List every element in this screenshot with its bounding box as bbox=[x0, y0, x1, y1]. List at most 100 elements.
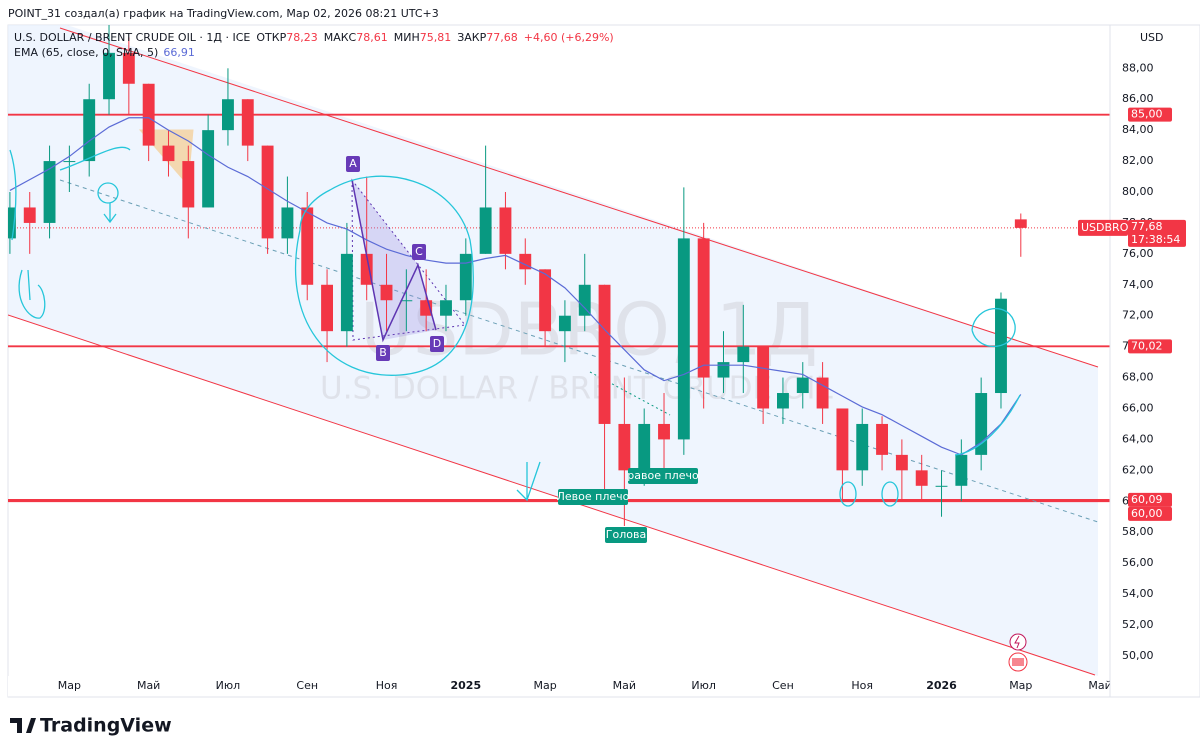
abcd-lines bbox=[351, 179, 437, 343]
y-tick-label: 86,00 bbox=[1122, 92, 1154, 105]
candle-body bbox=[459, 253, 472, 301]
x-tick-label: Мар bbox=[533, 679, 556, 692]
candle-body bbox=[618, 423, 631, 471]
point-label: C bbox=[415, 245, 423, 258]
candle-body bbox=[479, 207, 492, 254]
x-tick-label: Ноя bbox=[851, 679, 873, 692]
label-box bbox=[376, 345, 390, 361]
candle-body bbox=[876, 423, 888, 455]
ema-line bbox=[9, 117, 1022, 456]
ema-value: 66,91 bbox=[163, 46, 195, 59]
candle-body bbox=[182, 161, 195, 208]
candle-body bbox=[975, 393, 988, 455]
y-tick-label: 68,00 bbox=[1122, 371, 1154, 384]
event-icon bbox=[1009, 633, 1027, 651]
candle-body bbox=[499, 207, 512, 254]
time-axis bbox=[8, 676, 1110, 697]
x-tick-label: Июл bbox=[216, 679, 241, 692]
x-tick-label: Мар bbox=[1009, 679, 1032, 692]
y-tick-label: 58,00 bbox=[1122, 525, 1154, 538]
candle-body bbox=[261, 145, 274, 239]
level-tag bbox=[1128, 339, 1172, 354]
candle-body bbox=[1014, 219, 1027, 228]
circle bbox=[97, 182, 119, 204]
price-axis bbox=[1109, 24, 1200, 698]
y-tick-label: 52,00 bbox=[1122, 618, 1154, 631]
symbol-title: U.S. DOLLAR / BRENT CRUDE OIL · 1Д · ICE… bbox=[14, 31, 614, 44]
left-shoulder: Левое плечо bbox=[557, 490, 630, 503]
candle-body bbox=[360, 253, 373, 285]
change: +4,60 (+6,29%) bbox=[524, 31, 614, 44]
ohlc-value: 78,61 bbox=[356, 31, 388, 44]
ohlc-label: ЗАКР bbox=[457, 31, 486, 44]
x-tick-label: Ноя bbox=[376, 679, 398, 692]
candle-body bbox=[142, 83, 155, 146]
candle-body bbox=[677, 238, 690, 440]
head: Голова bbox=[606, 528, 646, 541]
candle-body bbox=[162, 145, 175, 162]
y-tick-label: 74,00 bbox=[1122, 278, 1154, 291]
x-tick-label: Май bbox=[137, 679, 160, 692]
candle-body bbox=[935, 485, 948, 487]
arrow bbox=[516, 461, 541, 502]
candle-body bbox=[757, 346, 770, 409]
candle-body bbox=[8, 207, 16, 239]
x-tick-label: Июл bbox=[691, 679, 716, 692]
watermark-name: U.S. DOLLAR / BRENT CRUDE OIL bbox=[320, 371, 833, 407]
x-tick-label: Сен bbox=[296, 679, 318, 692]
ohlc-label: ОТКР bbox=[256, 31, 286, 44]
y-tick-label: 62,00 bbox=[1122, 463, 1154, 476]
candle-body bbox=[103, 52, 115, 100]
candle-body bbox=[955, 454, 968, 486]
candle-body bbox=[816, 377, 829, 409]
price-tag-label: 77,68 bbox=[1131, 220, 1163, 233]
caption: POINT_31 создал(а) график на TradingView… bbox=[8, 7, 439, 20]
y-tick-label: 80,00 bbox=[1122, 185, 1154, 198]
candle-body bbox=[122, 52, 135, 84]
candle-body bbox=[63, 161, 76, 163]
candle-body bbox=[321, 284, 333, 332]
level-tag-label: 85,00 bbox=[1131, 108, 1163, 121]
candle-body bbox=[301, 207, 314, 285]
pattern-labels: A B C D Левое плечо равое плечо Голова bbox=[346, 156, 699, 543]
ellipse bbox=[971, 308, 1016, 347]
logo: TradingView bbox=[10, 715, 172, 737]
point-label: B bbox=[379, 346, 387, 359]
candles bbox=[8, 25, 1027, 527]
right-shoulder: равое плечо bbox=[627, 469, 699, 482]
ohlc-value: 78,23 bbox=[286, 31, 318, 44]
arrow bbox=[103, 203, 117, 224]
candle-body bbox=[202, 130, 215, 208]
ohlc-value: 75,81 bbox=[420, 31, 452, 44]
candle-body bbox=[578, 284, 591, 316]
y-tick-label: 56,00 bbox=[1122, 556, 1154, 569]
ema-legend: EMA (65, close, 0, SMA, 5) 66,91 bbox=[14, 46, 195, 59]
candle-body bbox=[400, 300, 413, 302]
channel-upper bbox=[59, 27, 1099, 368]
icons bbox=[1008, 633, 1028, 672]
hand-drawings bbox=[9, 146, 1021, 507]
level-tag bbox=[1128, 492, 1172, 507]
event-icon bbox=[1014, 635, 1020, 649]
point-label: A bbox=[349, 157, 357, 170]
candle-body bbox=[222, 99, 234, 131]
candle-body bbox=[856, 423, 869, 471]
curve bbox=[954, 394, 1021, 456]
logo-mark bbox=[10, 718, 36, 733]
label-box bbox=[605, 527, 647, 543]
level-tag-label: 60,09 bbox=[1131, 493, 1163, 506]
point-label: D bbox=[433, 337, 441, 350]
x-tick-label: 2026 bbox=[926, 679, 957, 692]
ellipse bbox=[881, 481, 899, 507]
currency: USD bbox=[1140, 31, 1164, 44]
level-tag-label: 60,00 bbox=[1131, 507, 1163, 520]
y-tick-label: 64,00 bbox=[1122, 432, 1154, 445]
flag-icon bbox=[1012, 658, 1024, 666]
ohlc-label: МАКС bbox=[324, 31, 357, 44]
candle-body bbox=[915, 470, 928, 486]
title-text: U.S. DOLLAR / BRENT CRUDE OIL · 1Д · ICE bbox=[14, 31, 250, 44]
candle-body bbox=[519, 253, 532, 270]
candle-body bbox=[895, 454, 908, 471]
candle-body bbox=[658, 423, 670, 440]
